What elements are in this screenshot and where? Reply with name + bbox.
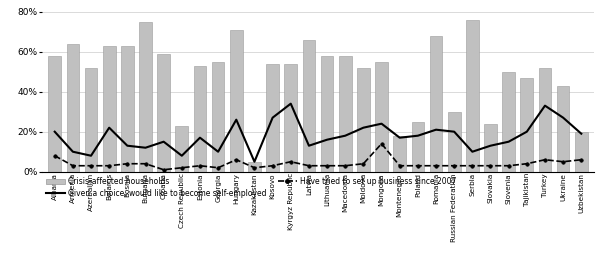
Bar xyxy=(430,35,442,172)
Bar xyxy=(466,20,479,172)
Bar xyxy=(357,68,370,172)
Bar xyxy=(520,78,533,172)
Bar xyxy=(230,30,242,172)
Bar xyxy=(557,86,569,172)
Bar xyxy=(412,122,424,172)
Bar xyxy=(284,64,297,172)
Bar xyxy=(139,22,152,172)
Bar xyxy=(266,64,279,172)
Bar xyxy=(103,46,116,172)
Bar xyxy=(448,112,461,172)
Bar xyxy=(85,68,97,172)
Bar xyxy=(157,53,170,172)
Bar xyxy=(539,68,551,172)
Bar xyxy=(175,126,188,172)
Bar xyxy=(394,136,406,172)
Bar xyxy=(575,132,587,172)
Bar xyxy=(67,43,79,172)
Bar xyxy=(194,66,206,172)
Bar xyxy=(121,46,134,172)
Bar xyxy=(484,124,497,172)
Bar xyxy=(502,72,515,172)
Bar xyxy=(49,56,61,172)
Bar xyxy=(339,56,352,172)
Bar xyxy=(302,40,315,172)
Bar xyxy=(248,162,261,172)
Bar xyxy=(375,61,388,172)
Legend: Crisis-affected households, Given a choice, would like to become self-employed, : Crisis-affected households, Given a choi… xyxy=(46,177,457,198)
Bar xyxy=(321,56,334,172)
Bar xyxy=(212,61,224,172)
